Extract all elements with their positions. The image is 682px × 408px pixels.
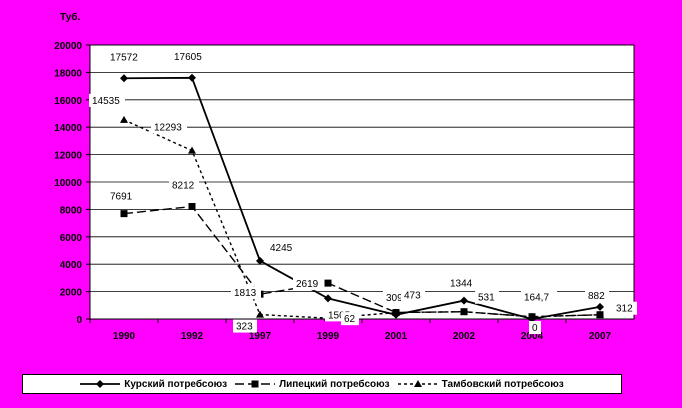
data-label-bg [401,288,425,302]
data-label: 62 [344,314,356,325]
data-label-bg [293,277,323,291]
series-3-point [596,310,604,318]
data-label: 1505 [328,310,351,321]
data-label: 7691 [110,192,133,203]
series-3-point [528,312,536,320]
series-line-2 [123,205,601,318]
x-tick-labels: 1990 1992 1997 1999 2001 2002 2004 2007 [89,319,612,342]
data-label-bg [151,120,187,134]
legend-key-3 [397,380,438,387]
x-tick-label: 2002 [453,331,476,342]
legend-label: Тамбовский потребсоюз [441,378,564,390]
data-label-bg [447,276,477,290]
x-tick-label: 1992 [181,331,204,342]
x-tick-label: 1999 [317,331,340,342]
series-1-point [596,302,604,311]
y-tick-labels: 0 2000 4000 6000 8000 10000 12000 14000 16000 180… [54,41,82,326]
x-tick-label: 1990 [113,331,136,342]
data-label: 0 [532,323,538,334]
data-label: 164,7 [524,293,549,304]
line-chart: Туб. 0 2000 4000 6000 8000 10000 12000 14000 160… [54,11,637,342]
series-line-3 [123,119,601,319]
data-label: 309 [386,293,403,304]
series-2-point [120,210,128,218]
legend: Курский потребсоюз Липецкий потребсоюз Там… [22,374,622,394]
data-label: 1813 [234,288,257,299]
data-label-bg [89,93,125,107]
legend-item-1: Курский потребсоюз [80,379,227,390]
data-label: 323 [236,322,253,333]
data-label-bg [107,189,137,203]
data-label: 17572 [110,52,138,63]
x-tick-label: 2001 [385,331,408,342]
data-label: 1344 [450,279,473,290]
x-tick-label: 2004 [521,331,544,342]
data-label: 473 [404,291,421,302]
data-label-bg [521,290,557,304]
data-label-bg [107,50,143,64]
data-label: 312 [616,304,633,315]
series-2-point [324,279,332,287]
legend-marker [96,380,105,388]
data-label: 8212 [172,180,195,191]
data-label: 2619 [296,279,319,290]
y-tick-label: 16000 [54,96,82,107]
data-label-bg [585,288,609,302]
series-3-point [392,308,400,316]
y-tick-label: 14000 [54,123,82,134]
series-3-point [188,146,196,154]
series-1-point [324,294,332,303]
data-label: 12293 [154,123,182,134]
y-tick-label: 8000 [60,205,83,216]
y-tick-label: 2000 [60,288,83,299]
x-tick-label: 2007 [589,331,612,342]
series-lines [120,73,604,323]
legend-item-3: Тамбовский потребсоюз [397,378,564,390]
data-label: 882 [588,291,605,302]
series-1-point [460,296,468,305]
data-label-bg [341,312,359,326]
data-label: 4245 [270,243,293,254]
y-tick-label: 12000 [54,151,82,162]
data-label-bg [267,240,297,254]
x-tick-label: 1997 [249,331,272,342]
series-3-point [256,310,264,318]
legend-marker [251,380,259,388]
data-label-bg [169,178,199,192]
series-1-point [120,74,128,83]
y-tick-label: 10000 [54,178,82,189]
series-1-point [188,73,196,82]
data-label: 14535 [92,96,120,107]
series-3-point [120,115,128,123]
data-label-bg [475,290,499,304]
y-tick-label: 6000 [60,233,83,244]
data-labels: 17572 17605 4245 1505 309 1344 0 882 7691 8212 181… [89,49,637,334]
y-axis-title: Туб. [60,11,80,23]
series-2-point [188,202,196,210]
data-label-bg [171,49,207,63]
legend-label: Липецкий потребсоюз [279,378,390,390]
legend-key-2 [235,380,276,388]
legend-item-2: Липецкий потребсоюз [235,379,390,390]
legend-marker [413,380,422,387]
data-label-bg [233,319,257,333]
data-label: 17605 [174,52,202,63]
legend-key-1 [80,380,121,388]
data-label-bg [231,286,261,300]
series-1-point [256,256,264,265]
y-tick-label: 18000 [54,68,82,79]
legend-label: Курский потребсоюз [124,378,228,390]
data-label-bg [529,321,541,334]
y-tick-label: 0 [76,315,82,326]
y-tick-label: 4000 [60,260,83,271]
data-label: 531 [478,293,495,304]
y-tick-label: 20000 [54,41,82,52]
series-3-point [460,307,468,315]
data-label-bg [613,301,637,315]
